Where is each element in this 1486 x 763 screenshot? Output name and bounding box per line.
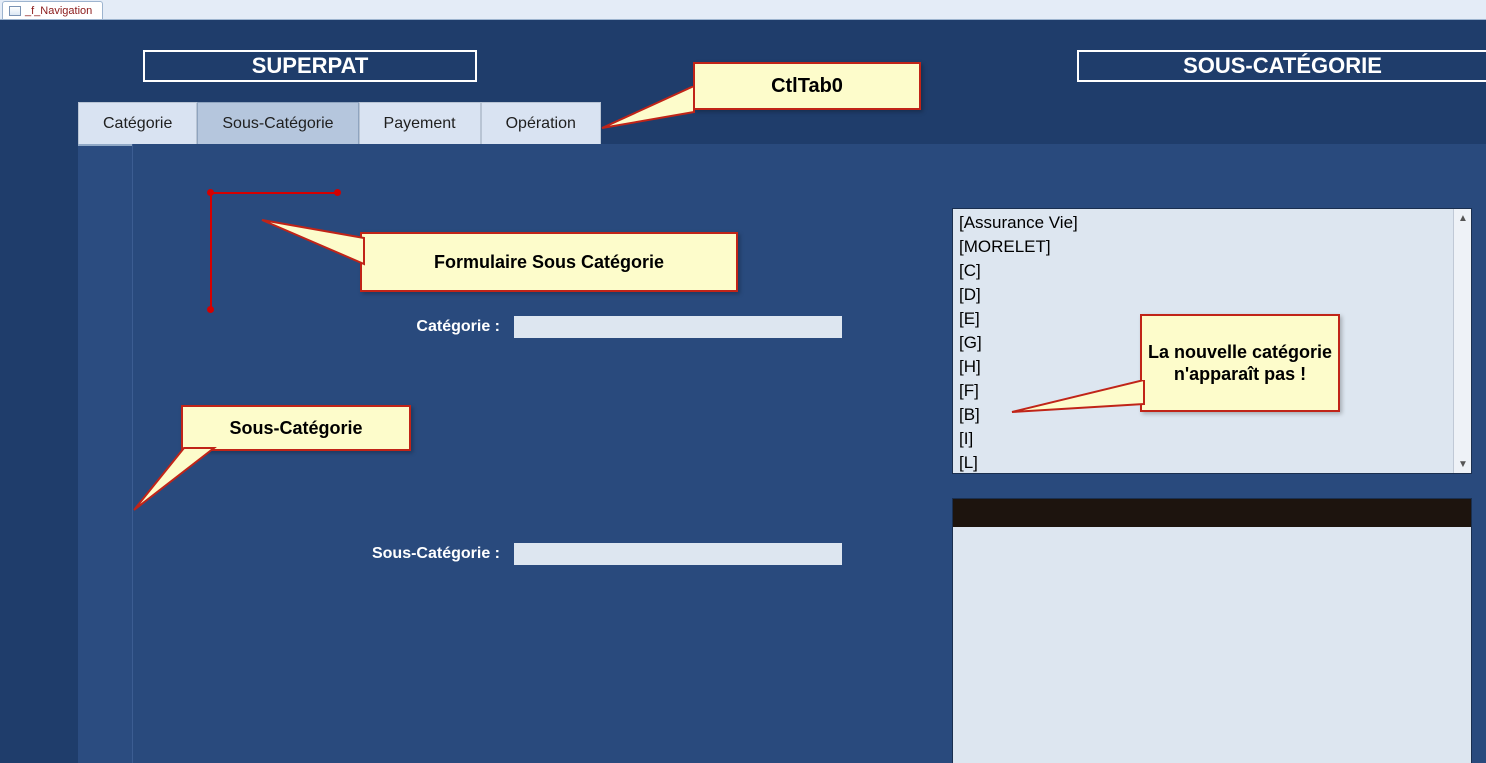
input-categorie[interactable]: [514, 316, 842, 338]
listbox-item[interactable]: [I]: [959, 427, 1465, 451]
tab-op-ration[interactable]: Opération: [481, 102, 601, 144]
callout-formulaire: Formulaire Sous Catégorie: [360, 232, 738, 292]
panel-secondary: [952, 498, 1472, 763]
form-icon: [9, 6, 21, 16]
listbox-item[interactable]: [Assurance Vie]: [959, 211, 1465, 235]
callout-ctltab0: CtlTab0: [693, 62, 921, 110]
document-tab-label: _f_Navigation: [25, 5, 92, 17]
listbox-item[interactable]: [C]: [959, 259, 1465, 283]
listbox-item[interactable]: [MORELET]: [959, 235, 1465, 259]
workspace: SUPERPAT SOUS-CATÉGORIE CatégorieSous-Ca…: [0, 20, 1486, 763]
input-sous-categorie[interactable]: [514, 543, 842, 565]
tab-cat-gorie[interactable]: Catégorie: [78, 102, 197, 144]
listbox-item[interactable]: [D]: [959, 283, 1465, 307]
tab-payement[interactable]: Payement: [359, 102, 481, 144]
title-sous-categorie-text: SOUS-CATÉGORIE: [1183, 53, 1382, 79]
callout-sous-categorie: Sous-Catégorie: [181, 405, 411, 451]
listbox-item[interactable]: [L]: [959, 451, 1465, 474]
callout-sous-categorie-text: Sous-Catégorie: [229, 417, 362, 440]
title-sous-categorie: SOUS-CATÉGORIE: [1077, 50, 1486, 82]
title-superpat: SUPERPAT: [143, 50, 477, 82]
scroll-up-icon[interactable]: ▲: [1454, 209, 1472, 227]
document-tab[interactable]: _f_Navigation: [2, 1, 103, 19]
callout-formulaire-text: Formulaire Sous Catégorie: [434, 251, 664, 274]
callout-new-category: La nouvelle catégorie n'apparaît pas !: [1140, 314, 1340, 412]
scrollbar[interactable]: ▲ ▼: [1453, 209, 1471, 473]
label-categorie: Catégorie :: [300, 318, 500, 336]
tab-sous-cat-gorie[interactable]: Sous-Catégorie: [197, 102, 358, 144]
label-sous-categorie: Sous-Catégorie :: [300, 545, 500, 563]
callout-ctltab0-text: CtlTab0: [771, 74, 843, 99]
document-tab-bar: _f_Navigation: [0, 0, 1486, 20]
panel-secondary-header: [953, 499, 1471, 527]
callout-new-category-text: La nouvelle catégorie n'apparaît pas !: [1142, 341, 1338, 386]
title-superpat-text: SUPERPAT: [252, 53, 369, 79]
scroll-down-icon[interactable]: ▼: [1454, 455, 1472, 473]
